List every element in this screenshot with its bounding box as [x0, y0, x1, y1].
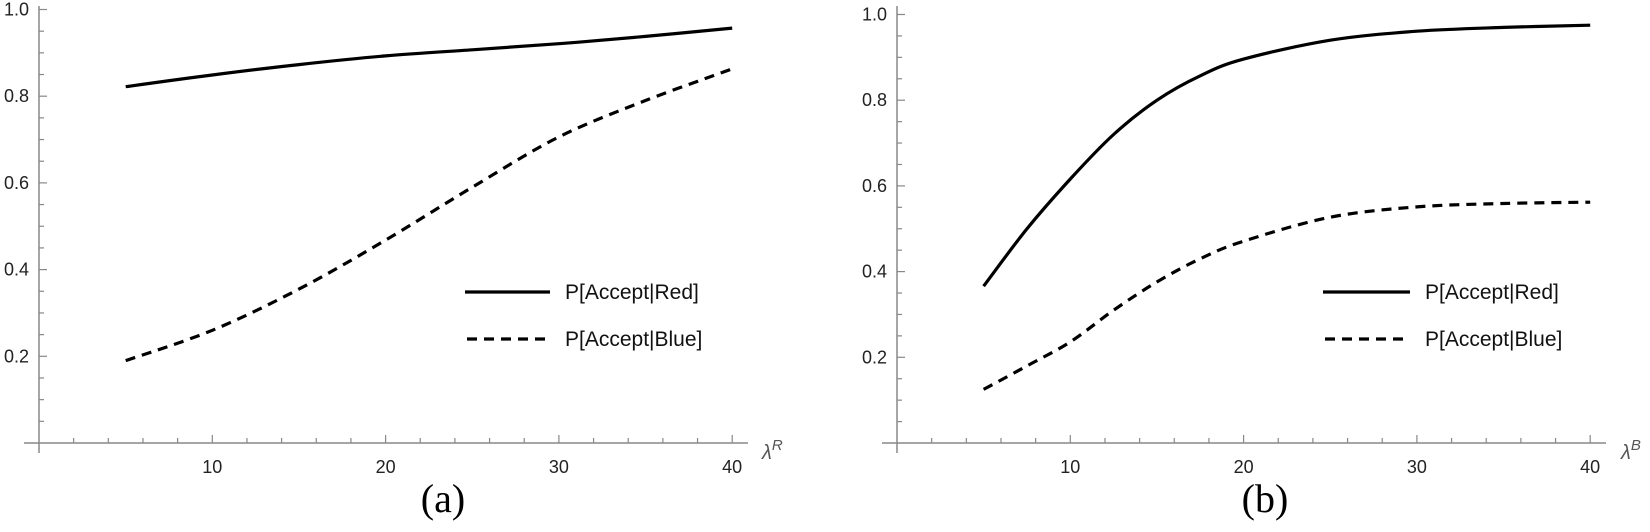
x-axis-label-b: λB: [1620, 437, 1641, 464]
caption-b: (b): [1242, 476, 1289, 521]
y-tick-label: 1.0: [862, 5, 887, 25]
legend-label-blue: P[Accept|Blue]: [1425, 328, 1562, 351]
y-tick-label: 0.2: [4, 346, 29, 366]
series-line-red: [982, 23, 1591, 288]
x-tick-label: 30: [1407, 457, 1427, 477]
x-tick-label: 30: [549, 457, 569, 477]
series-line-blue: [982, 200, 1591, 391]
axes-a: 0.2 0.4 0.6 0.8 1.0 10 20 30 40: [4, 0, 748, 477]
y-tick-label: 0.2: [862, 347, 887, 367]
caption-a: (a): [421, 476, 465, 521]
series-line-blue: [125, 67, 733, 363]
axes-b: 0.2 0.4 0.6 0.8 1.0 10 20 30 40: [862, 5, 1606, 477]
y-tick-label: 0.4: [4, 260, 29, 280]
y-tick-label: 0.8: [4, 86, 29, 106]
legend-a: P[Accept|Red] P[Accept|Blue]: [465, 281, 702, 351]
legend-label-red: P[Accept|Red]: [565, 281, 699, 304]
x-tick-label: 20: [1234, 457, 1254, 477]
x-axis-label-a: λR: [761, 437, 783, 464]
legend-label-red: P[Accept|Red]: [1425, 281, 1559, 304]
x-tick-label: 40: [722, 457, 742, 477]
legend-label-blue: P[Accept|Blue]: [565, 328, 702, 351]
y-tick-label: 0.6: [4, 173, 29, 193]
y-tick-label: 0.4: [862, 262, 887, 282]
plot-area-a: [125, 26, 733, 363]
legend-b: P[Accept|Red] P[Accept|Blue]: [1323, 281, 1562, 351]
x-tick-label: 10: [1060, 457, 1080, 477]
plot-area-b: [982, 23, 1591, 391]
series-line-red: [125, 26, 733, 89]
y-tick-label: 1.0: [4, 0, 29, 20]
x-tick-label: 40: [1580, 457, 1600, 477]
y-tick-label: 0.6: [862, 176, 887, 196]
y-tick-label: 0.8: [862, 90, 887, 110]
x-tick-label: 20: [376, 457, 396, 477]
x-tick-label: 10: [202, 457, 222, 477]
chart-panel-a: 0.2 0.4 0.6 0.8 1.0 10 20 30 40 P[Accept|Red] P[…: [4, 0, 783, 521]
chart-panel-b: 0.2 0.4 0.6 0.8 1.0 10 20 30 40 P[Accept|Red] P[…: [862, 5, 1641, 522]
